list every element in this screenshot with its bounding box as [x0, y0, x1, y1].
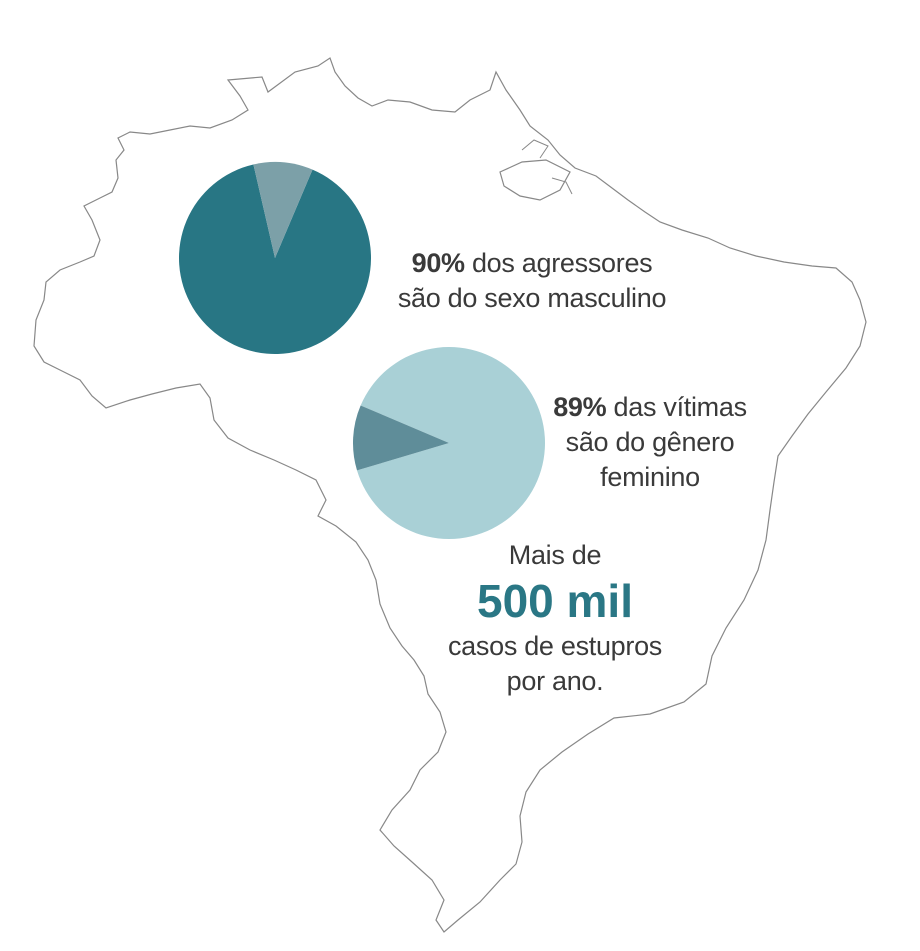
callout-value: 500 mil — [477, 575, 633, 627]
stat-aggressors-line2: são do sexo masculino — [397, 283, 667, 313]
stat-victims-line1: das vítimas — [613, 392, 748, 422]
stat-aggressors-value: 90% — [411, 248, 465, 278]
stat-aggressors: 90% dos agressores são do sexo masculino — [382, 246, 682, 316]
cases-callout: Mais de 500 mil casos de estupros por an… — [420, 538, 690, 699]
stat-victims: 89% das vítimas são do gênero feminino — [540, 390, 760, 495]
amazon-delta — [521, 139, 573, 195]
stat-aggressors-line1: dos agressores — [471, 248, 653, 278]
pie-1-slice-1 — [179, 164, 372, 354]
brazil-outline — [33, 57, 867, 933]
pie-1-slice-2 — [253, 162, 313, 258]
stat-victims-value: 89% — [553, 392, 607, 422]
callout-prefix: Mais de — [508, 540, 602, 570]
callout-line1: casos de estupros — [447, 631, 663, 661]
pie-2-slice-1 — [357, 347, 545, 539]
stat-victims-line2: são do gênero — [565, 427, 735, 457]
callout-line2: por ano. — [506, 666, 604, 696]
stat-victims-line3: feminino — [600, 462, 700, 492]
pie-2-slice-2 — [353, 405, 449, 471]
marajo-island — [499, 159, 571, 201]
